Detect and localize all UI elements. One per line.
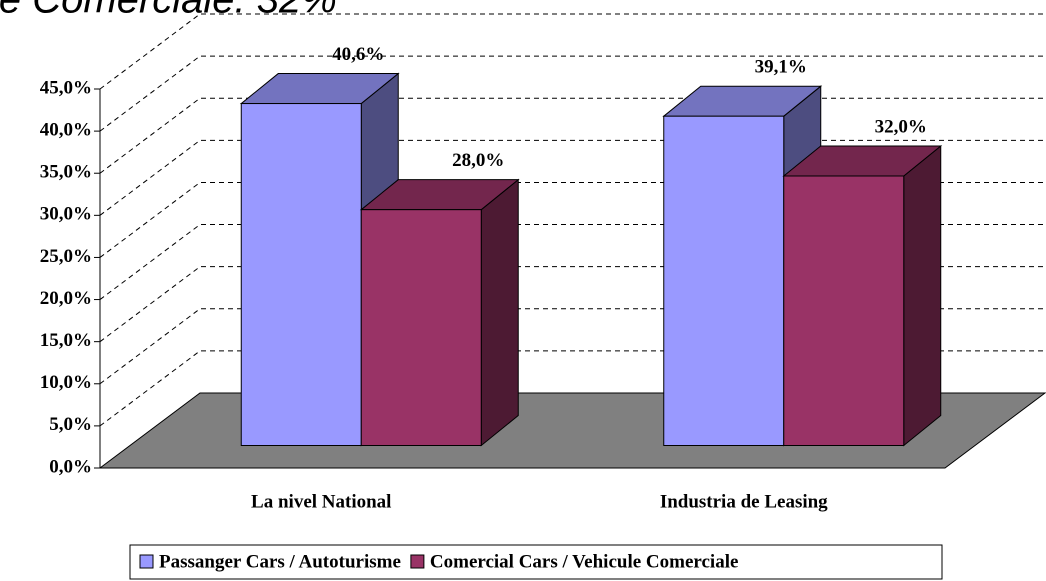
legend-label: Passanger Cars / Autoturisme (159, 551, 401, 572)
bar (359, 178, 520, 447)
x-tick-label: Industria de Leasing (660, 491, 828, 512)
y-tick-label: 35,0% (40, 162, 92, 183)
bar (782, 144, 943, 447)
y-tick-label: 10,0% (40, 372, 92, 393)
legend-swatch (410, 554, 425, 569)
data-label: 32,0% (875, 116, 927, 137)
data-label: 28,0% (452, 150, 504, 171)
y-tick-label: 0,0% (49, 456, 92, 477)
y-tick-label: 5,0% (49, 414, 92, 435)
y-tick-label: 25,0% (40, 246, 92, 267)
grid-line (99, 55, 1046, 132)
legend-box (129, 544, 943, 580)
y-tick-label: 45,0% (40, 77, 92, 98)
bar-front (240, 103, 362, 447)
y-tick-label: 15,0% (40, 330, 92, 351)
data-label: 40,6% (332, 44, 384, 65)
legend-label: Comercial Cars / Vehicule Comerciale (430, 551, 739, 572)
legend-swatch (139, 554, 154, 569)
chart-title: le Comerciale: 32% (0, 0, 337, 22)
legend: Passanger Cars / Autoturisme Comercial Ca… (129, 544, 943, 580)
y-tick-label: 40,0% (40, 119, 92, 140)
bar-side (903, 144, 942, 447)
y-tick-label: 20,0% (40, 288, 92, 309)
bar-front (663, 115, 785, 447)
y-tick-label: 30,0% (40, 204, 92, 225)
data-label: 39,1% (755, 57, 807, 78)
bar-side (480, 178, 519, 447)
grid-line (99, 13, 1046, 90)
bar-front (360, 209, 482, 446)
bar-front (783, 175, 905, 446)
x-tick-label: La nivel National (251, 491, 391, 512)
